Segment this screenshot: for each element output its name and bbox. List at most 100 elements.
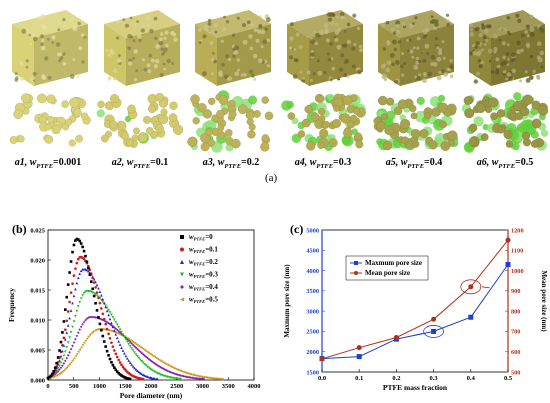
data-point: [76, 350, 80, 353]
particle: [323, 71, 327, 75]
data-point: [156, 357, 159, 361]
caption-value: =0.5: [515, 157, 534, 168]
particle: [41, 38, 45, 43]
data-point: [117, 325, 120, 329]
data-point: [146, 356, 149, 360]
legend-label: wPTFE=0.2: [189, 258, 218, 267]
carbon-particle: [352, 107, 360, 115]
cube-right: [309, 24, 363, 86]
particle: [236, 16, 240, 20]
data-point: [128, 338, 132, 342]
data-point: [65, 319, 69, 323]
particle: [51, 41, 55, 44]
caption-subscript: PTFE: [498, 163, 516, 170]
data-point: [146, 375, 149, 378]
carbon-particle: [531, 100, 541, 110]
particle: [110, 50, 115, 55]
particle: [162, 51, 166, 54]
particle: [503, 27, 507, 32]
data-point: [74, 354, 77, 358]
particle: [386, 60, 392, 65]
particle: [159, 72, 164, 78]
particle: [221, 62, 225, 67]
particle: [140, 28, 145, 33]
data-point: [101, 297, 105, 301]
data-point: [137, 344, 141, 348]
particle: [326, 52, 330, 56]
data-point: [134, 342, 138, 346]
cube-left: [104, 24, 126, 86]
particle: [382, 47, 387, 51]
carbon-particle: [148, 105, 156, 114]
particle: [446, 13, 450, 17]
data-point: [82, 291, 86, 295]
particle: [207, 22, 212, 26]
annotations: [413, 279, 490, 338]
x-axis-label: PTFE mass fraction: [383, 383, 448, 392]
particle: [147, 23, 151, 28]
data-point: [74, 314, 77, 318]
data-point: [68, 336, 71, 339]
particle: [210, 72, 214, 76]
sample-a3: [187, 10, 274, 153]
carbon-particle: [444, 109, 452, 117]
particle: [429, 20, 434, 24]
legend-subscript: PTFE: [194, 237, 206, 242]
carbon-particle: [216, 109, 225, 119]
carbon-particle: [317, 95, 325, 103]
data-point: [71, 282, 74, 286]
carbon-particle: [100, 134, 109, 143]
particle: [147, 69, 152, 74]
data-point: [198, 374, 201, 378]
particle: [343, 73, 348, 78]
carbon-particle: [328, 138, 338, 148]
data-point: [319, 356, 325, 362]
data-point: [114, 320, 118, 324]
particle: [537, 41, 542, 46]
particle: [260, 29, 266, 35]
particle: [507, 58, 510, 61]
carbon-particle: [393, 106, 403, 116]
carbon-particle: [65, 118, 73, 126]
data-point: [56, 362, 60, 366]
particle: [335, 15, 339, 19]
particle: [335, 22, 339, 26]
particle: [242, 72, 247, 77]
legend-subscript: PTFE: [194, 262, 206, 267]
particle: [25, 65, 29, 69]
particle: [529, 14, 534, 19]
carbon-particle: [192, 117, 200, 125]
particle: [503, 60, 508, 65]
x-tick-label: 0.0: [318, 375, 326, 382]
data-point: [84, 318, 87, 322]
data-point: [505, 261, 511, 267]
carbon-particle: [515, 112, 523, 121]
carbon-particle: [424, 112, 432, 120]
carbon-particle: [468, 137, 478, 146]
data-point: [61, 331, 64, 334]
cube-top: [195, 10, 271, 38]
particle: [72, 58, 76, 61]
data-point: [59, 371, 63, 374]
carbon-particle: [133, 127, 140, 135]
carbon-particle: [200, 132, 211, 144]
data-point: [153, 362, 157, 365]
data-point: [59, 366, 63, 369]
data-point: [58, 368, 61, 371]
data-point: [468, 284, 474, 290]
data-point: [82, 320, 86, 324]
data-point: [120, 374, 123, 377]
data-point: [110, 321, 113, 325]
data-point: [186, 375, 190, 379]
carbon-particle: [146, 127, 154, 135]
particle: [340, 53, 345, 58]
particle: [212, 52, 215, 55]
data-point: [199, 375, 203, 378]
data-point: [172, 371, 175, 375]
data-point: [76, 257, 80, 261]
data-point: [75, 334, 79, 338]
particle: [76, 75, 80, 78]
carbon-particle: [397, 99, 408, 110]
particle: [116, 20, 120, 24]
data-point: [164, 368, 168, 372]
